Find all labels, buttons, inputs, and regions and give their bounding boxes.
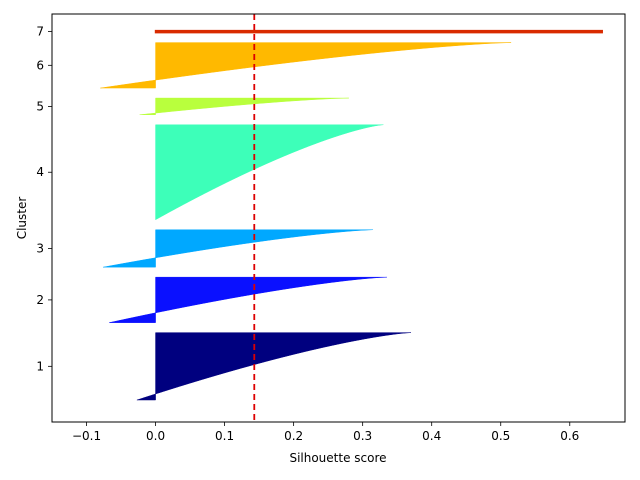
x-axis-ticks: −0.1 0.0 0.1 0.2 0.3 0.4 0.5 0.6 [72, 422, 579, 443]
y-tick-label-3: 3 [36, 241, 44, 255]
cluster-4-silhouette [155, 124, 384, 221]
y-tick-label-4: 4 [36, 165, 44, 179]
x-axis-label: Silhouette score [289, 451, 386, 465]
y-tick-label-6: 6 [36, 58, 44, 72]
y-tick-label-1: 1 [36, 359, 44, 373]
y-tick-label-2: 2 [36, 293, 44, 307]
x-tick-label: −0.1 [72, 429, 101, 443]
plot-background [52, 14, 625, 422]
x-tick-label: 0.6 [560, 429, 579, 443]
cluster-3-silhouette [103, 229, 374, 268]
x-tick-label: 0.5 [491, 429, 510, 443]
x-tick-label: 0.1 [215, 429, 234, 443]
x-tick-label: 0.3 [353, 429, 372, 443]
cluster-5-silhouette [139, 97, 349, 116]
plot-frame [51, 13, 626, 423]
cluster-silhouettes [100, 29, 603, 401]
cluster-1-silhouette [136, 332, 412, 401]
y-axis-ticks: 1 2 3 4 5 6 7 [36, 25, 52, 373]
x-tick-label: 0.4 [422, 429, 441, 443]
x-tick-label: 0.2 [284, 429, 303, 443]
y-tick-label-7: 7 [36, 25, 44, 39]
cluster-2-silhouette [109, 276, 387, 323]
y-axis-label: Cluster [15, 197, 29, 240]
y-tick-label-5: 5 [36, 99, 44, 113]
x-tick-label: 0.0 [146, 429, 165, 443]
cluster-7-silhouette [154, 29, 603, 34]
cluster-6-silhouette [100, 42, 512, 89]
